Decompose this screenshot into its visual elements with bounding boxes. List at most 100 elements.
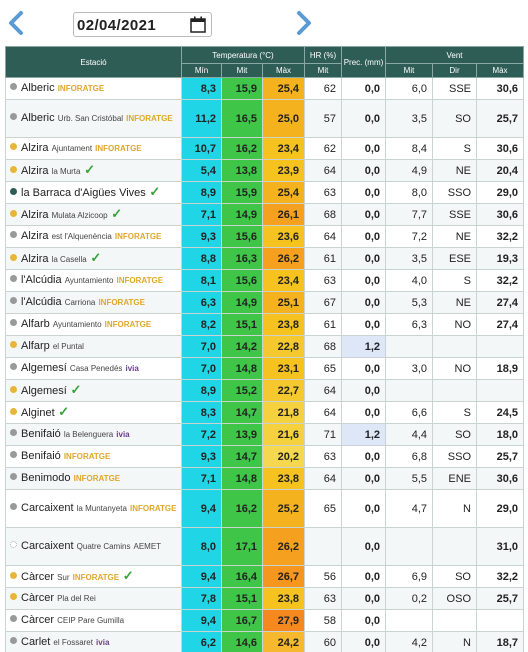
station-name[interactable]: Alginet [21,407,55,419]
station-cell[interactable]: Càrcer Sur INFORATGE ✓ [5,565,182,588]
station-name[interactable]: la Barraca d'Aigües Vives [21,187,146,199]
station-cell[interactable]: Benifaió INFORATGE [5,445,182,468]
table-row[interactable]: Algemesí Casa Penedés ivia 7,0 14,8 23,1 65 0… [5,357,524,380]
humidity-value: 58 [304,609,342,632]
header-prec[interactable]: Prec. (mm) [341,46,386,78]
station-name[interactable]: Alzira [21,142,49,154]
previous-day-arrow-icon[interactable] [4,10,30,36]
station-cell[interactable]: la Barraca d'Aigües Vives ✓ [5,181,182,204]
table-row[interactable]: Benimodo INFORATGE 7,1 14,8 23,8 64 0,0 5,5 ENE… [5,467,524,490]
station-cell[interactable]: Alzira Mulata Alzicoop ✓ [5,203,182,226]
table-row[interactable]: Algemesí ✓ 8,9 15,2 22,7 64 0,0 [5,379,524,402]
header-hr-mit[interactable]: Mit [304,63,342,78]
station-location: la Murta [51,166,81,176]
station-cell[interactable]: l'Alcúdia Ayuntamiento INFORATGE [5,269,182,292]
station-cell[interactable]: Alginet ✓ [5,401,182,424]
station-name[interactable]: Alzira [21,208,49,221]
header-vent-max[interactable]: Màx [476,63,524,78]
header-vent-dir[interactable]: Dir [432,63,477,78]
station-cell[interactable]: Càrcer Pla del Rei [5,587,182,610]
table-row[interactable]: Carlet el Fossaret ivia 6,2 14,6 24,2 60 0,0 4… [5,631,524,652]
station-name[interactable]: Algemesí [21,385,67,397]
station-cell[interactable]: Carcaixent Quatre Camins AEMET [5,527,182,566]
table-row[interactable]: Càrcer Sur INFORATGE ✓ 9,4 16,4 26,7 56 0,0 6,… [5,565,524,588]
station-name[interactable]: Benifaió [21,428,61,440]
table-row[interactable]: Alzira la Casella ✓ 8,8 16,3 26,2 61 0,0 3,5 ES… [5,247,524,270]
station-name[interactable]: Alzira [21,164,49,177]
table-row[interactable]: Carcaixent Quatre Camins AEMET 8,0 17,1 26,… [5,527,524,566]
station-name[interactable]: l'Alcúdia [21,274,62,286]
station-name[interactable]: Càrcer [21,592,55,604]
header-temp-mit[interactable]: Mit [221,63,263,78]
header-estacio[interactable]: Estació [5,46,182,78]
station-cell[interactable]: Benimodo INFORATGE [5,467,182,490]
station-cell[interactable]: Algemesí Casa Penedés ivia [5,357,182,380]
table-row[interactable]: Benifaió la Belenguera ivia 7,2 13,9 21,6 71… [5,423,524,446]
precipitation-value: 0,0 [341,489,386,528]
station-name[interactable]: Alberic [21,112,55,124]
station-name[interactable]: Carcaixent [21,540,74,552]
table-row[interactable]: Alfarp el Puntal 7,0 14,2 22,8 68 1,2 [5,335,524,358]
table-row[interactable]: Càrcer Pla del Rei 7,8 15,1 23,8 63 0,0 0,2 OSO… [5,587,524,610]
table-row[interactable]: Alberic Urb. San Cristóbal INFORATGE 11,2… [5,99,524,138]
station-name[interactable]: Càrcer [21,614,55,626]
table-row[interactable]: Carcaixent la Muntanyeta INFORATGE 9,4 16,… [5,489,524,528]
humidity-value: 71 [304,423,342,446]
station-cell[interactable]: Alzira est l'Alquenència INFORATGE [5,225,182,248]
table-row[interactable]: Alzira la Murta ✓ 5,4 13,8 23,9 64 0,0 4,9 NE 20… [5,159,524,182]
table-row[interactable]: Alginet ✓ 8,3 14,7 21,8 64 0,0 6,6 S 24,5 [5,401,524,424]
station-name[interactable]: Alzira [21,252,49,265]
station-cell[interactable]: Alfarb Ayuntamiento INFORATGE [5,313,182,336]
station-cell[interactable]: Alberic Urb. San Cristóbal INFORATGE [5,99,182,138]
station-cell[interactable]: Alberic INFORATGE [5,77,182,100]
table-row[interactable]: l'Alcúdia Ayuntamiento INFORATGE 8,1 15,6 2… [5,269,524,292]
station-cell[interactable]: Alzira la Murta ✓ [5,159,182,182]
table-row[interactable]: Alberic INFORATGE 8,3 15,9 25,4 62 0,0 6,0 SSE 3… [5,77,524,100]
table-row[interactable]: la Barraca d'Aigües Vives ✓ 8,9 15,9 25,4 63… [5,181,524,204]
station-network-label: INFORATGE [72,572,120,582]
humidity-value: 62 [304,77,342,100]
wind-mit-value: 4,7 [385,489,433,528]
temp-max-value: 23,8 [262,467,305,490]
station-name[interactable]: Carlet [21,636,51,648]
header-temp-max[interactable]: Màx [262,63,305,78]
table-row[interactable]: Alzira est l'Alquenència INFORATGE 9,3 15,… [5,225,524,248]
calendar-icon[interactable] [190,16,206,33]
station-cell[interactable]: Alfarp el Puntal [5,335,182,358]
station-name[interactable]: Algemesí [21,362,67,374]
next-day-arrow-icon[interactable] [290,10,316,36]
station-name[interactable]: Alberic [21,82,55,94]
station-cell[interactable]: Càrcer CEIP Pare Gumilla [5,609,182,632]
humidity-value: 60 [304,631,342,652]
station-name[interactable]: Benifaió [21,450,61,462]
temp-min-value: 8,0 [181,527,222,566]
header-temp-min[interactable]: Mín [181,63,222,78]
station-name[interactable]: l'Alcúdia [21,296,62,308]
table-row[interactable]: Alzira Mulata Alzicoop ✓ 7,1 14,9 26,1 68 0,0… [5,203,524,226]
table-row[interactable]: Benifaió INFORATGE 9,3 14,7 20,2 63 0,0 6,8 SSO… [5,445,524,468]
station-name[interactable]: Alfarb [21,318,50,330]
station-cell[interactable]: Algemesí ✓ [5,379,182,402]
table-row[interactable]: Alfarb Ayuntamiento INFORATGE 8,2 15,1 23,8… [5,313,524,336]
wind-direction-value: SSO [432,181,477,204]
wind-mit-value: 3,0 [385,357,433,380]
station-cell[interactable]: Carcaixent la Muntanyeta INFORATGE [5,489,182,528]
station-name[interactable]: Benimodo [21,472,71,484]
date-input[interactable]: 02/04/2021 [73,12,212,37]
table-row[interactable]: Càrcer CEIP Pare Gumilla 9,4 16,7 27,9 58 0,0 [5,609,524,632]
temp-min-value: 11,2 [181,99,222,138]
station-name[interactable]: Alzira [21,230,49,242]
header-vent-mit[interactable]: Mit [385,63,433,78]
station-cell[interactable]: Alzira la Casella ✓ [5,247,182,270]
table-row[interactable]: Alzira Ajuntament INFORATGE 10,7 16,2 23,4 6… [5,137,524,160]
station-cell[interactable]: l'Alcúdia Carriona INFORATGE [5,291,182,314]
station-status-dot-icon [10,571,17,579]
station-name[interactable]: Alfarp [21,340,50,352]
station-cell[interactable]: Alzira Ajuntament INFORATGE [5,137,182,160]
station-cell[interactable]: Carlet el Fossaret ivia [5,631,182,652]
table-row[interactable]: l'Alcúdia Carriona INFORATGE 6,3 14,9 25,1 6… [5,291,524,314]
station-name[interactable]: Carcaixent [21,502,74,514]
wind-max-value: 31,0 [476,527,524,566]
station-cell[interactable]: Benifaió la Belenguera ivia [5,423,182,446]
station-name[interactable]: Càrcer [21,570,55,583]
